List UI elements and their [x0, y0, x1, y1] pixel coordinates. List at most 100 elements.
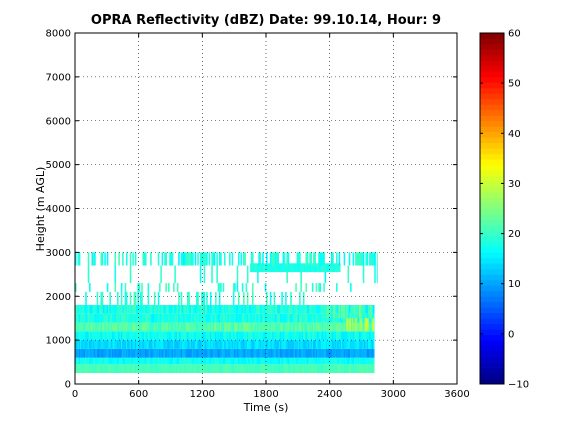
reflectivity-cell: [189, 252, 192, 266]
reflectivity-cell: [304, 313, 306, 323]
reflectivity-cell: [80, 357, 82, 365]
reflectivity-cell: [183, 348, 185, 358]
reflectivity-cell: [157, 331, 160, 341]
reflectivity-cell: [291, 348, 294, 358]
reflectivity-cell: [314, 357, 316, 365]
reflectivity-cell: [226, 364, 229, 374]
reflectivity-cell: [203, 252, 206, 266]
reflectivity-cell: [176, 283, 179, 292]
reflectivity-cell: [328, 331, 330, 341]
reflectivity-cell: [100, 252, 103, 266]
reflectivity-cell: [161, 340, 164, 349]
reflectivity-cell: [183, 313, 185, 323]
reflectivity-cell: [120, 348, 123, 358]
reflectivity-cell: [332, 348, 334, 358]
reflectivity-cell: [255, 263, 257, 273]
reflectivity-cell: [332, 252, 334, 266]
reflectivity-cell: [299, 313, 301, 323]
reflectivity-cell: [254, 305, 257, 314]
reflectivity-cell: [83, 348, 86, 358]
reflectivity-cell: [286, 364, 288, 374]
reflectivity-cell: [268, 364, 271, 374]
reflectivity-cell: [127, 331, 129, 341]
reflectivity-cell: [201, 357, 203, 365]
reflectivity-cell: [91, 364, 94, 374]
reflectivity-cell: [237, 305, 240, 314]
reflectivity-cell: [92, 348, 95, 358]
reflectivity-cell: [341, 348, 343, 358]
reflectivity-cell: [207, 357, 209, 365]
reflectivity-cell: [164, 331, 166, 341]
reflectivity-cell: [362, 331, 365, 341]
reflectivity-cell: [85, 305, 87, 314]
reflectivity-cell: [260, 305, 263, 314]
reflectivity-cell: [188, 364, 190, 374]
reflectivity-cell: [129, 331, 132, 341]
reflectivity-cell: [92, 305, 95, 314]
reflectivity-cell: [355, 252, 357, 266]
reflectivity-cell: [77, 322, 80, 332]
reflectivity-cell: [118, 313, 120, 323]
reflectivity-cell: [322, 252, 324, 266]
colorbar-strip: [480, 142, 504, 149]
reflectivity-cell: [195, 364, 198, 374]
reflectivity-cell: [257, 348, 259, 358]
reflectivity-cell: [357, 348, 360, 358]
reflectivity-cell: [220, 357, 222, 365]
reflectivity-cell: [165, 364, 167, 374]
reflectivity-cell: [206, 348, 208, 358]
reflectivity-cell: [332, 331, 334, 341]
reflectivity-cell: [103, 348, 105, 358]
reflectivity-cell: [119, 331, 122, 341]
reflectivity-cell: [371, 348, 374, 358]
reflectivity-cell: [129, 313, 132, 323]
reflectivity-cell: [77, 340, 80, 349]
reflectivity-cell: [231, 348, 234, 358]
reflectivity-cell: [202, 322, 204, 332]
reflectivity-cell: [276, 331, 278, 341]
reflectivity-cell: [334, 364, 337, 374]
reflectivity-cell: [276, 340, 278, 349]
reflectivity-cell: [262, 305, 264, 314]
reflectivity-cell: [244, 313, 246, 323]
reflectivity-cell: [81, 357, 83, 365]
reflectivity-cell: [251, 357, 254, 365]
reflectivity-cell: [251, 313, 254, 323]
reflectivity-cell: [160, 340, 162, 349]
reflectivity-cell: [142, 313, 145, 323]
reflectivity-cell: [370, 313, 372, 323]
reflectivity-cell: [181, 364, 184, 374]
reflectivity-cell: [260, 340, 263, 349]
reflectivity-cell: [320, 364, 323, 374]
reflectivity-cell: [322, 357, 324, 365]
reflectivity-cell: [329, 305, 332, 319]
reflectivity-cell: [268, 357, 271, 365]
reflectivity-cell: [201, 305, 203, 314]
reflectivity-cell: [111, 305, 114, 314]
reflectivity-cell: [361, 305, 363, 319]
reflectivity-cell: [372, 357, 375, 365]
reflectivity-cell: [202, 252, 204, 266]
reflectivity-cell: [255, 357, 258, 365]
reflectivity-cell: [364, 348, 366, 358]
reflectivity-cell: [291, 305, 294, 314]
reflectivity-cell: [323, 305, 325, 314]
reflectivity-cell: [319, 283, 322, 292]
reflectivity-cell: [282, 357, 285, 365]
reflectivity-cell: [361, 331, 364, 341]
reflectivity-cell: [150, 340, 152, 349]
reflectivity-cell: [320, 348, 323, 358]
reflectivity-cell: [232, 313, 235, 323]
reflectivity-cell: [305, 313, 308, 323]
reflectivity-cell: [342, 348, 344, 358]
reflectivity-cell: [120, 364, 123, 374]
reflectivity-cell: [287, 263, 289, 273]
reflectivity-cell: [264, 283, 267, 292]
reflectivity-cell: [320, 252, 323, 266]
reflectivity-cell: [323, 252, 325, 266]
reflectivity-cell: [181, 322, 184, 332]
reflectivity-cell: [217, 364, 220, 374]
reflectivity-cell: [222, 283, 225, 292]
reflectivity-cell: [184, 252, 187, 266]
